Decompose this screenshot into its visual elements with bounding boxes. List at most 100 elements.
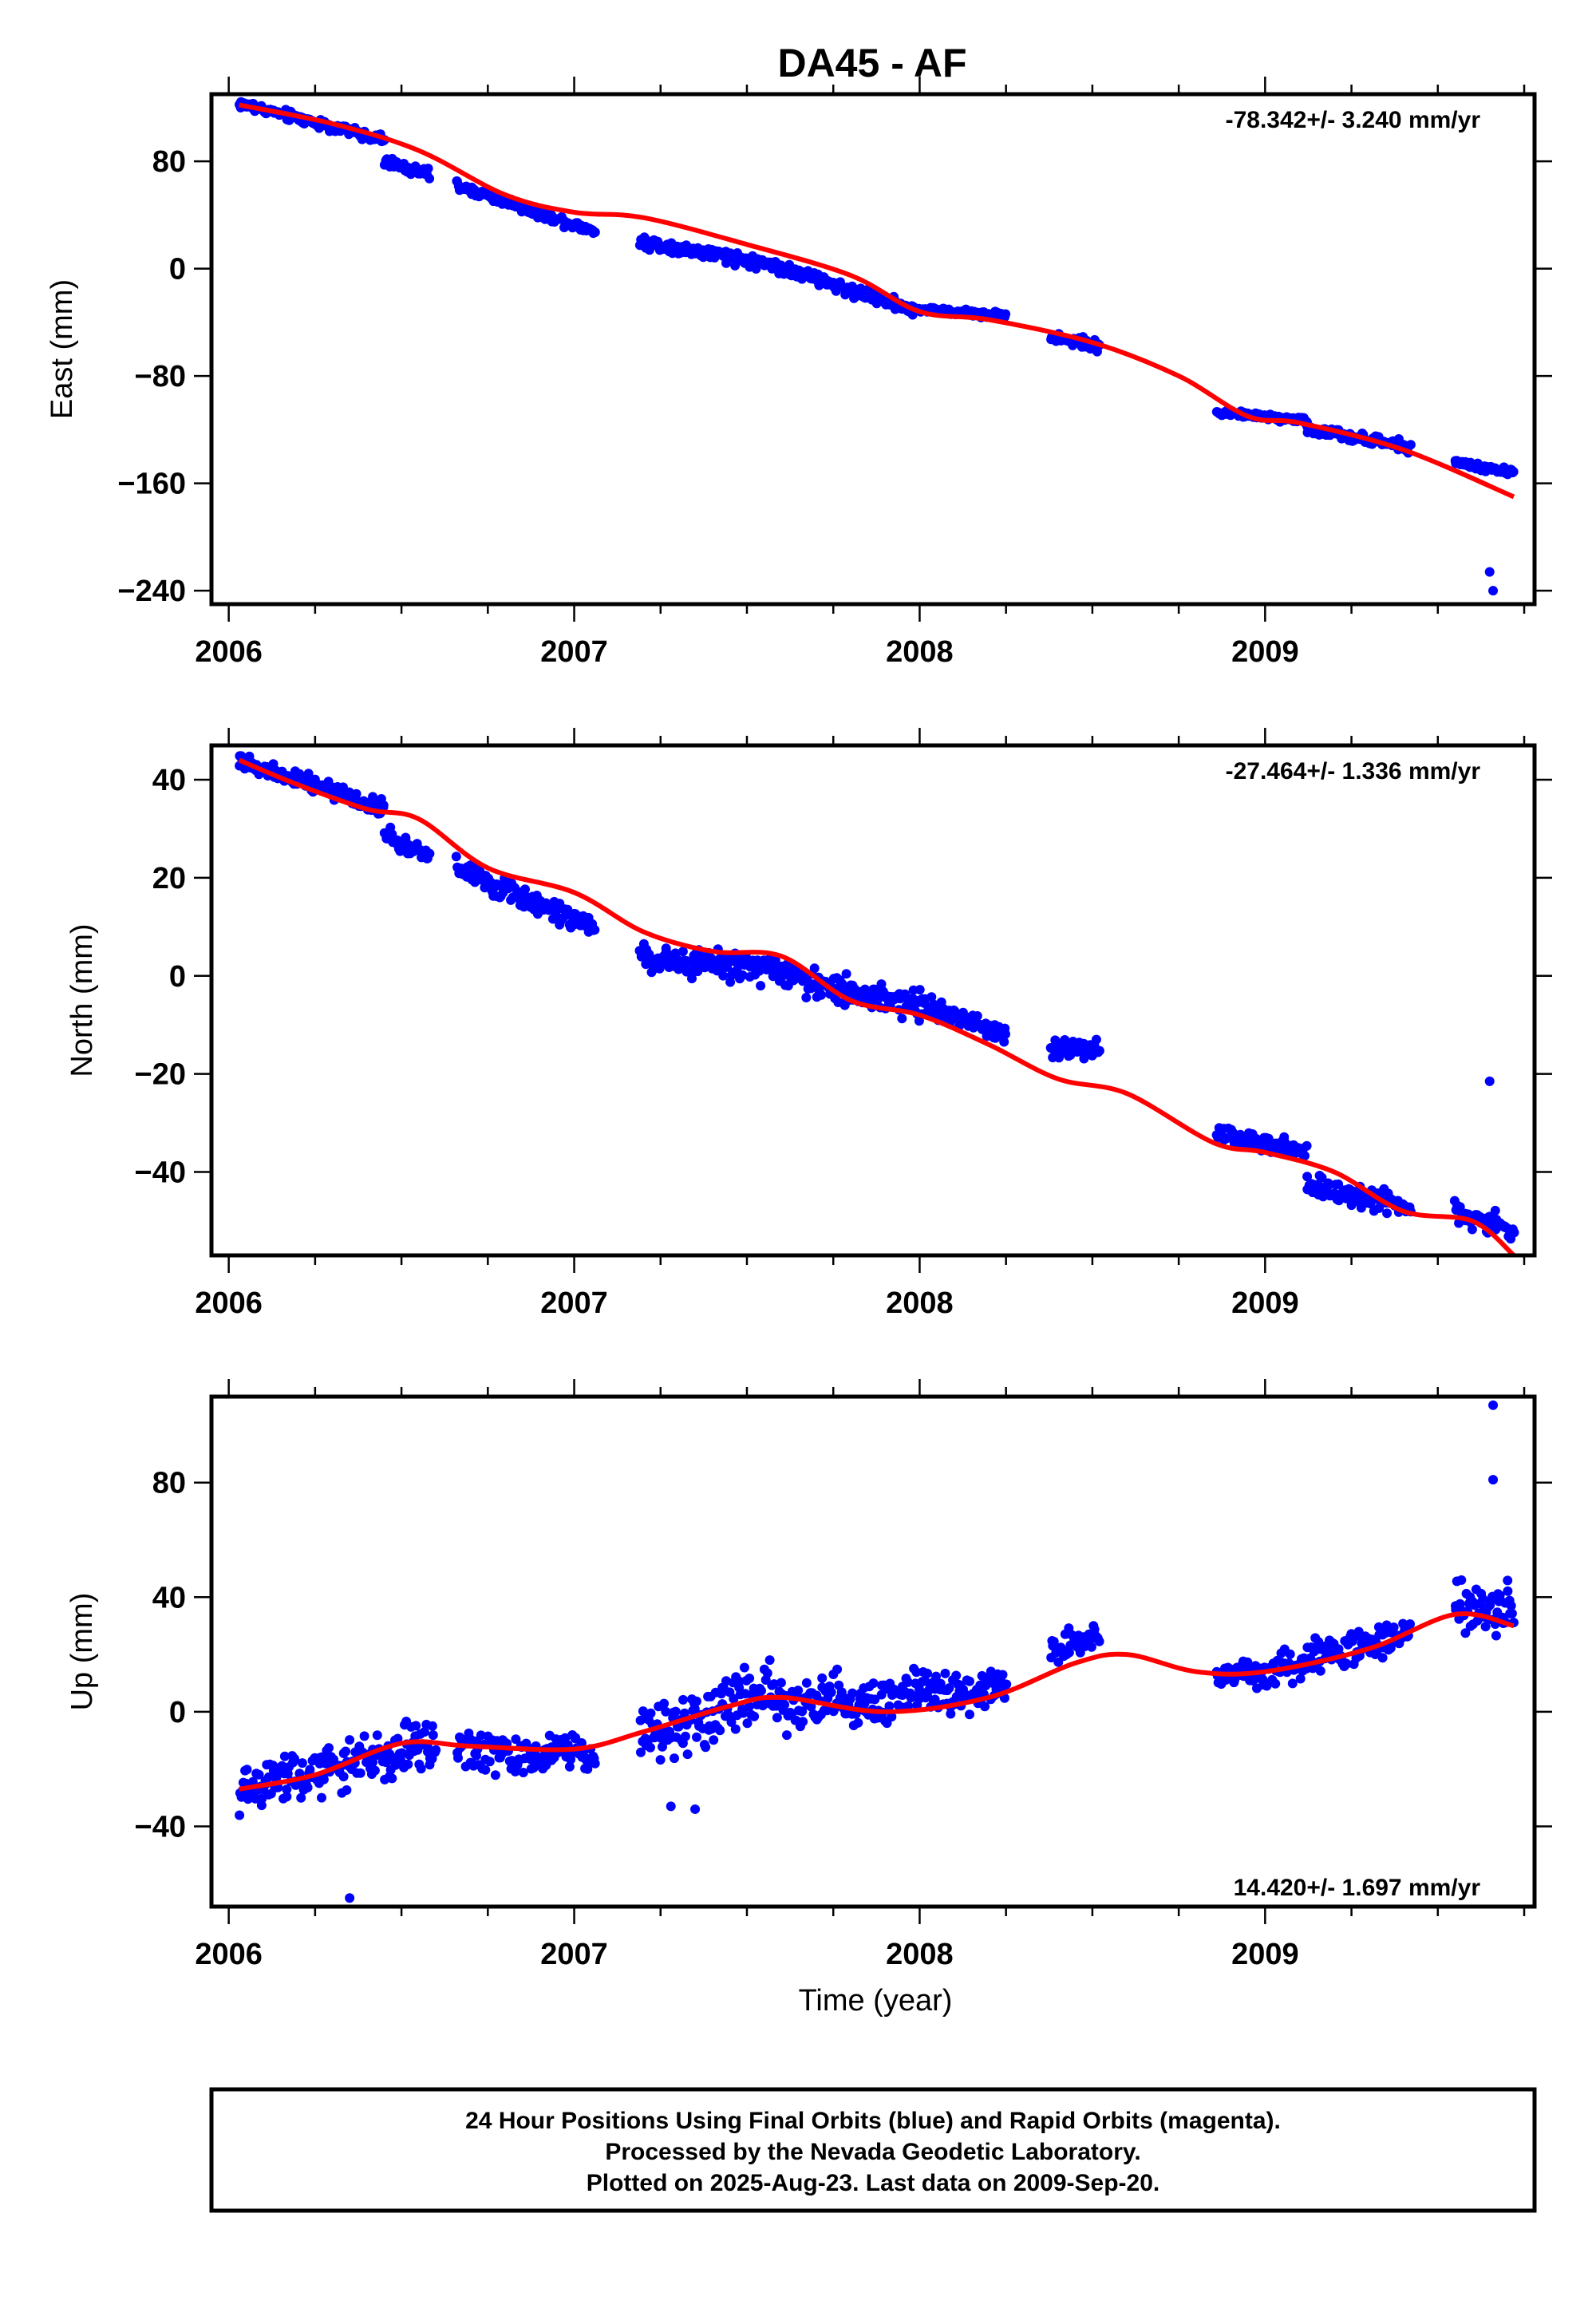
- data-point: [887, 1712, 897, 1722]
- data-point: [646, 1742, 655, 1753]
- data-point: [726, 1717, 737, 1727]
- data-point: [661, 1706, 671, 1717]
- data-point: [816, 990, 827, 1000]
- data-point: [972, 1011, 982, 1021]
- data-point: [757, 1686, 766, 1696]
- data-point: [303, 769, 314, 779]
- data-point: [884, 1701, 895, 1711]
- data-point: [416, 1764, 426, 1774]
- data-point: [682, 1749, 693, 1760]
- data-point: [1300, 1151, 1310, 1161]
- data-point: [453, 1753, 463, 1763]
- footer-line-2: Processed by the Nevada Geodetic Laborat…: [605, 2139, 1140, 2165]
- data-point: [302, 1782, 313, 1792]
- y-tick-label: −240: [117, 575, 186, 608]
- data-point: [341, 1746, 351, 1757]
- fit-curve: [239, 1611, 1515, 1792]
- x-tick-label: 2006: [195, 635, 263, 669]
- x-tick-label: 2007: [540, 635, 608, 669]
- data-point: [897, 1014, 907, 1024]
- data-point: [678, 1694, 688, 1705]
- data-point: [655, 1755, 666, 1765]
- y-axis-label: East (mm): [45, 279, 79, 419]
- y-axis-label: North (mm): [65, 923, 99, 1077]
- data-point: [801, 1678, 812, 1688]
- data-point: [1507, 1608, 1517, 1618]
- data-point: [1456, 1575, 1467, 1585]
- data-point: [797, 1706, 808, 1717]
- data-point: [1001, 309, 1011, 319]
- data-point: [381, 1757, 391, 1768]
- x-axis-label: Time (year): [799, 1984, 953, 2018]
- data-point: [793, 1686, 804, 1696]
- data-point: [345, 1735, 355, 1745]
- data-point: [809, 963, 820, 974]
- data-point: [1467, 1224, 1477, 1235]
- data-point: [806, 1701, 816, 1712]
- data-point: [397, 1748, 407, 1758]
- data-point: [1509, 1227, 1519, 1238]
- data-point: [798, 1717, 808, 1727]
- data-point: [1333, 1179, 1344, 1189]
- data-point: [1389, 1622, 1399, 1632]
- data-point: [351, 788, 361, 799]
- data-point: [738, 1708, 749, 1718]
- data-point: [837, 978, 847, 989]
- data-point: [670, 1706, 681, 1717]
- footer-box: 24 Hour Positions Using Final Orbits (bl…: [209, 2087, 1537, 2213]
- y-tick-label: −40: [135, 1810, 186, 1844]
- data-point: [679, 1708, 689, 1718]
- data-point: [282, 1792, 292, 1802]
- data-point: [1302, 1140, 1312, 1151]
- data-point: [689, 1704, 700, 1714]
- data-point: [1086, 1642, 1096, 1652]
- data-point: [1455, 1599, 1465, 1609]
- plot-frame: [209, 92, 1537, 607]
- data-point: [1287, 1678, 1298, 1689]
- data-point: [1377, 1653, 1388, 1663]
- data-point: [980, 1701, 990, 1712]
- data-point: [1491, 1630, 1501, 1641]
- data-point: [1270, 1678, 1281, 1689]
- data-point: [1094, 1636, 1104, 1646]
- data-point: [756, 981, 766, 991]
- fit-curve: [238, 757, 1516, 1255]
- data-point: [772, 1713, 782, 1723]
- data-point: [431, 1745, 441, 1755]
- data-point: [590, 227, 600, 237]
- data-point: [355, 1768, 365, 1778]
- data-point: [687, 974, 697, 984]
- data-point: [659, 1698, 670, 1709]
- x-tick-label: 2006: [195, 1286, 263, 1320]
- data-point: [903, 1677, 913, 1687]
- data-point: [662, 949, 673, 959]
- data-point: [737, 970, 748, 980]
- data-point: [701, 1742, 711, 1753]
- data-point-outlier: [690, 1804, 701, 1814]
- data-point: [780, 1700, 790, 1709]
- data-point: [1263, 1133, 1274, 1144]
- data-point: [425, 173, 435, 184]
- data-point: [296, 1792, 306, 1803]
- data-point: [691, 1696, 701, 1706]
- data-point: [734, 1676, 745, 1686]
- data-point: [279, 1751, 290, 1761]
- data-point: [282, 1784, 292, 1795]
- data-point-outlier: [1484, 567, 1495, 577]
- data-point: [256, 1800, 267, 1811]
- data-point: [419, 1727, 429, 1737]
- up-panel: −40 0 40 80 2006 2007 2008 2009 14.420+/- 1.697 …: [65, 1379, 1552, 2018]
- velocity-annotation: -78.342+/- 3.240 mm/yr: [1226, 107, 1481, 133]
- data-point: [423, 164, 433, 174]
- data-point: [1478, 1594, 1488, 1604]
- data-point: [411, 1721, 421, 1731]
- y-tick-label: 0: [169, 960, 186, 994]
- data-point: [1064, 1647, 1074, 1658]
- y-tick-label: −20: [135, 1058, 186, 1092]
- north-panel: −40 −20 0 20 40 2006 2007 2008 2009 -27.464+/- 1.…: [65, 728, 1552, 1320]
- data-point: [998, 1670, 1008, 1680]
- data-point: [944, 1683, 954, 1694]
- x-tick-label: 2008: [886, 1286, 954, 1320]
- y-tick-label: 80: [152, 1467, 186, 1500]
- data-point: [922, 1668, 933, 1678]
